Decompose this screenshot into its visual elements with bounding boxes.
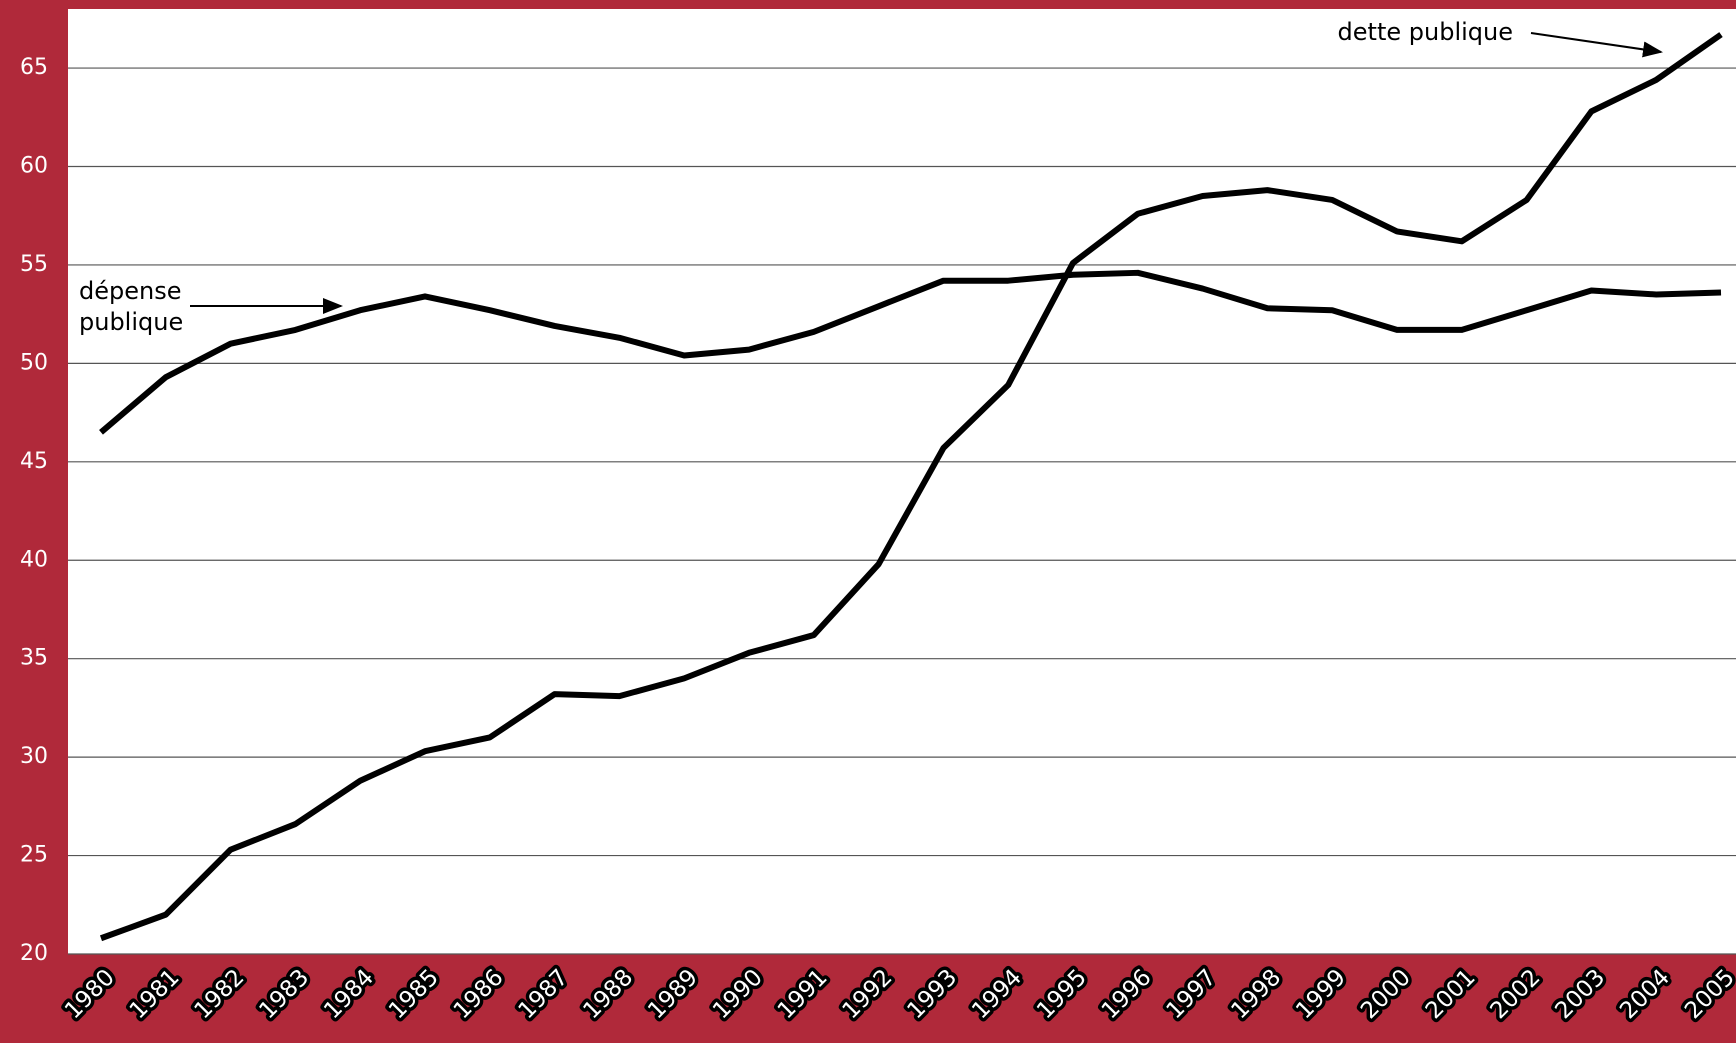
annotation: dépense [79, 277, 181, 305]
y-tick-label: 45 [20, 449, 48, 474]
x-tick-label: 1990 [708, 964, 768, 1024]
x-tick-label: 1993 [902, 964, 962, 1024]
x-tick-label: 2000 [1356, 964, 1416, 1024]
y-tick-label: 60 [20, 154, 48, 179]
x-tick-label: 1988 [578, 964, 638, 1024]
x-tick-label: 2004 [1615, 964, 1675, 1024]
x-tick-label: 1986 [449, 964, 509, 1024]
x-tick-label: 1985 [384, 964, 444, 1024]
x-tick-label: 1991 [773, 964, 833, 1024]
x-tick-label: 1987 [514, 964, 574, 1024]
x-tick-label: 1994 [967, 964, 1027, 1024]
y-tick-label: 35 [20, 646, 48, 671]
x-tick-label: 1992 [838, 964, 898, 1024]
y-tick-label: 30 [20, 744, 48, 769]
y-tick-label: 65 [20, 55, 48, 80]
x-tick-label: 1983 [254, 964, 314, 1024]
x-tick-label: 1996 [1097, 964, 1157, 1024]
x-tick-label: 1999 [1291, 964, 1351, 1024]
x-tick-label: 2005 [1680, 964, 1736, 1024]
grid [68, 67, 1736, 955]
annotation-arrow [1530, 32, 1663, 58]
series-line [99, 269, 1722, 435]
x-tick-label: 1989 [643, 964, 703, 1024]
annotation: publique [79, 308, 183, 336]
x-tick-label: 1984 [319, 964, 379, 1024]
x-tick-label: 2003 [1550, 964, 1610, 1024]
y-tick-label: 40 [20, 547, 48, 572]
x-tick-label: 1982 [190, 964, 250, 1024]
x-tick-label: 1980 [60, 964, 120, 1024]
y-tick-label: 20 [20, 941, 48, 966]
x-tick-label: 1981 [125, 964, 185, 1024]
x-tick-label: 1997 [1162, 964, 1222, 1024]
x-tick-label: 2001 [1421, 964, 1481, 1024]
y-tick-label: 25 [20, 843, 48, 868]
lines [99, 32, 1723, 942]
series-line [99, 32, 1723, 942]
x-tick-label: 2002 [1486, 964, 1546, 1024]
y-tick-label: 50 [20, 350, 48, 375]
annotation: dette publique [1338, 18, 1513, 46]
y-tick-label: 55 [20, 252, 48, 277]
x-tick-label: 1998 [1226, 964, 1286, 1024]
x-tick-label: 1995 [1032, 964, 1092, 1024]
